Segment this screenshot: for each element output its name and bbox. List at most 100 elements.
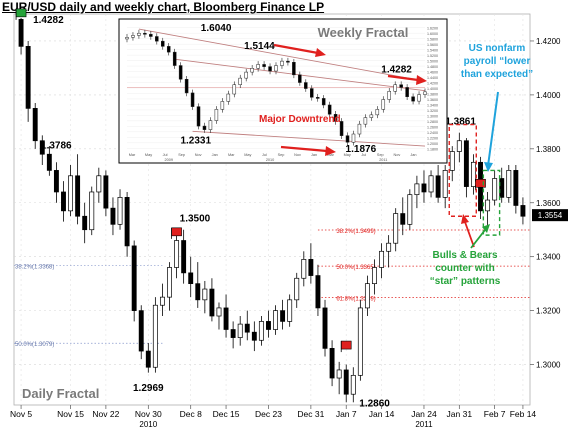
candle-body <box>364 283 370 309</box>
weekly-y-label: 1.2800 <box>427 120 438 124</box>
x-tick-label: Feb 7 <box>484 409 506 419</box>
weekly-candle <box>202 122 207 133</box>
candle <box>435 165 441 203</box>
last-price-box <box>532 209 568 222</box>
candle-body <box>428 175 434 193</box>
candle <box>53 162 59 203</box>
x-tick-label: Jan 7 <box>336 409 357 419</box>
candle <box>485 191 491 228</box>
weekly-candle <box>375 106 380 119</box>
weekly-x-label: May <box>145 153 152 157</box>
weekly-frame <box>118 18 448 164</box>
candle-body <box>301 259 307 279</box>
candle-body <box>181 240 187 274</box>
candle <box>266 310 271 338</box>
weekly-candle <box>256 61 260 72</box>
weekly-candle <box>244 68 248 82</box>
candle <box>386 235 392 268</box>
candle-body <box>442 170 448 198</box>
weekly-candle <box>321 95 326 109</box>
x-tick-label: Dec 8 <box>180 409 202 419</box>
chart-title: EUR/USD daily and weekly chart, Bloomber… <box>2 0 325 14</box>
weekly-x-label: Mar <box>228 153 235 157</box>
annotations: US nonfarm payroll “lower than expected” Bu… <box>430 43 533 287</box>
candle-body <box>131 245 137 311</box>
candle-body <box>230 329 236 338</box>
x-tick-label: Jan 31 <box>447 409 473 419</box>
candle <box>223 294 229 338</box>
candle-body <box>372 267 377 285</box>
candle-body <box>308 259 314 276</box>
candle-body <box>492 178 498 201</box>
candle-body <box>407 194 413 225</box>
candle <box>421 170 427 203</box>
candle <box>32 102 38 149</box>
candle-body <box>75 175 81 217</box>
downtrend-arrow-top <box>273 43 319 55</box>
candle <box>492 170 498 206</box>
price-label: 1.3786 <box>41 141 72 152</box>
candle-body <box>251 331 257 341</box>
last-price-label: 1.3554 <box>538 211 563 220</box>
green-arrow <box>470 229 486 249</box>
weekly-candle <box>417 91 421 105</box>
x-tick-label: Jan 24 <box>411 409 437 419</box>
candle <box>209 278 215 322</box>
weekly-candle <box>315 94 320 102</box>
candle <box>372 259 377 295</box>
weekly-candle <box>268 63 272 75</box>
weekly-candle <box>131 32 135 41</box>
candle-body <box>223 307 229 330</box>
fib-label: 38.2%(1.3368) <box>15 264 54 270</box>
candle <box>513 165 519 214</box>
candle-body <box>110 207 116 225</box>
red-arrow-head <box>461 214 469 224</box>
weekly-candle <box>351 130 356 146</box>
candle <box>202 280 208 314</box>
weekly-y-label: 1.2200 <box>427 136 438 140</box>
candle-body <box>46 153 52 171</box>
candle <box>138 305 144 360</box>
nfp-annotation-line: payroll “lower <box>464 56 531 67</box>
candle <box>174 235 180 279</box>
weekly-candle <box>155 33 159 45</box>
weekly-year-label: 2011 <box>379 158 387 162</box>
weekly-x-label: Jul <box>262 153 267 157</box>
candle <box>181 229 187 284</box>
weekly-x-label: Jan <box>212 153 218 157</box>
downtrend-arrow-top-head <box>315 48 326 57</box>
candle <box>18 18 24 55</box>
candle <box>230 321 236 349</box>
candle <box>329 340 335 387</box>
weekly-y-label: 1.2000 <box>427 142 438 146</box>
upper-trendline <box>138 28 426 82</box>
x-tick-label: Dec 23 <box>255 409 282 419</box>
candle <box>46 146 52 176</box>
weekly-candle <box>161 37 165 50</box>
candle-body <box>216 307 222 317</box>
candle-body <box>68 175 73 212</box>
weekly-candle <box>327 101 332 118</box>
candle-body <box>159 296 165 306</box>
price-label: 1.3500 <box>180 214 211 225</box>
candle <box>287 294 293 327</box>
candle <box>400 197 406 236</box>
weekly-candle <box>387 88 391 103</box>
candle-body <box>195 283 201 301</box>
candle-body <box>209 288 215 317</box>
weekly-y-label: 1.3800 <box>427 92 438 96</box>
major-downtrend-label: Major Downtrend <box>259 114 341 125</box>
candle-body <box>287 299 293 322</box>
weekly-candle <box>232 81 237 98</box>
candle <box>315 264 321 317</box>
candle-body <box>350 374 356 395</box>
weekly-y-label: 1.5600 <box>427 43 438 47</box>
weekly-candle <box>345 132 350 146</box>
weekly-candle <box>411 93 415 105</box>
candle-body <box>244 323 250 333</box>
weekly-candle <box>149 31 153 40</box>
candle <box>195 262 201 308</box>
weekly-candle <box>226 90 231 105</box>
candle <box>188 256 194 298</box>
daily-axes: 1.30001.32001.34001.36001.38001.40001.42… <box>10 37 568 429</box>
